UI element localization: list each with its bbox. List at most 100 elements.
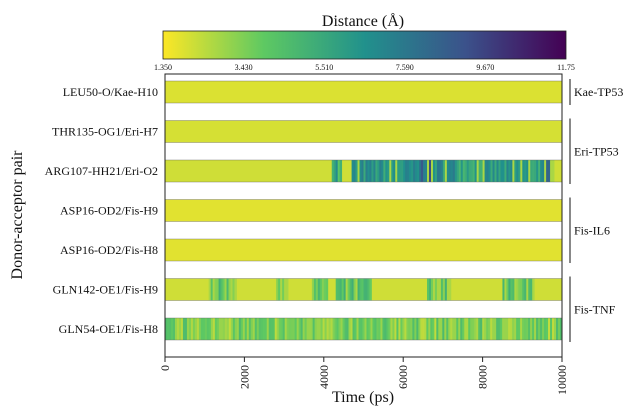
heatmap-cell	[377, 160, 380, 182]
heatmap-cell	[548, 160, 551, 182]
heatmap-cell	[208, 318, 212, 340]
heatmap-cell	[468, 318, 471, 340]
heatmap-cell	[484, 318, 487, 340]
heatmap-cell	[478, 318, 481, 340]
heatmap-cell	[210, 278, 214, 301]
heatmap-cell	[480, 318, 483, 340]
heatmap-cell	[429, 160, 432, 182]
heatmap-cell	[387, 160, 390, 182]
heatmap-cell	[530, 318, 533, 340]
heatmap-cell	[262, 318, 266, 340]
heatmap-cell	[415, 160, 418, 182]
heatmap-cell	[425, 160, 428, 182]
heatmap-cell	[490, 318, 493, 340]
heatmap-cell	[524, 278, 527, 301]
heatmap-cell	[542, 160, 545, 182]
heatmap-cell	[506, 160, 509, 182]
heatmap-cell	[302, 318, 306, 340]
heatmap-cell	[472, 160, 476, 182]
heatmap-cell	[359, 160, 362, 182]
heatmap-cell	[444, 278, 448, 301]
x-tick-label: 0	[158, 365, 172, 371]
heatmap-cell	[170, 318, 174, 340]
heatmap-cell	[330, 318, 333, 340]
y-axis-label: Donor-acceptor pair	[9, 150, 26, 280]
heatmap-row	[164, 278, 563, 301]
heatmap-cell	[427, 160, 430, 182]
heatmap-cell	[312, 318, 316, 340]
heatmap-cell	[333, 160, 337, 182]
heatmap-cell	[526, 160, 529, 182]
heatmap-cell	[460, 318, 463, 340]
heatmap-cell	[516, 278, 519, 301]
heatmap-cell	[278, 318, 282, 340]
colorbar	[162, 30, 567, 60]
heatmap-cell	[514, 318, 517, 340]
heatmap-cell	[246, 318, 250, 340]
heatmap-cell	[323, 278, 327, 301]
heatmap-cell	[286, 318, 290, 340]
heatmap-cell	[548, 318, 551, 340]
heatmap-cell	[365, 278, 368, 301]
heatmap-cell	[538, 318, 541, 340]
heatmap-cell	[310, 318, 314, 340]
heatmap-cell	[403, 160, 406, 182]
heatmap-cell	[367, 278, 370, 301]
heatmap-cell	[353, 278, 356, 301]
heatmap-cell	[432, 278, 436, 301]
heatmap-cell	[252, 318, 256, 340]
heatmap-cell	[496, 318, 499, 340]
heatmap-cell	[355, 160, 358, 182]
heatmap-cell	[526, 278, 529, 301]
heatmap-cell	[414, 318, 417, 340]
heatmap-cell	[406, 318, 409, 340]
heatmap-cell	[438, 160, 442, 182]
heatmap-cell	[230, 318, 234, 340]
heatmap-cell	[397, 160, 400, 182]
heatmap-cell	[554, 318, 557, 340]
heatmap-cell	[358, 318, 361, 340]
heatmap-cell	[382, 318, 385, 340]
heatmap-cell	[396, 318, 399, 340]
heatmap-cell	[504, 160, 507, 182]
x-tick-label: 2000	[237, 365, 251, 389]
heatmap-cell	[518, 278, 521, 301]
heatmap-cell	[238, 318, 242, 340]
heatmap-cell	[496, 160, 499, 182]
heatmap-cell	[482, 160, 485, 182]
heatmap-cell	[366, 318, 369, 340]
heatmap-cell	[438, 318, 441, 340]
heatmap-cell	[228, 318, 232, 340]
heatmap-cell	[450, 318, 453, 340]
heatmap-cell	[426, 318, 429, 340]
heatmap-cell	[506, 318, 509, 340]
heatmap-cell	[208, 278, 212, 301]
x-tick-label: 6000	[396, 365, 410, 389]
heatmap-cell	[421, 160, 424, 182]
heatmap-cell	[440, 160, 444, 182]
heatmap-cell	[351, 160, 354, 182]
x-tick-label: 4000	[317, 365, 331, 389]
heatmap-cell	[558, 318, 561, 340]
heatmap-cell	[550, 160, 553, 182]
heatmap-cell	[359, 278, 362, 301]
heatmap-row	[164, 120, 563, 143]
heatmap-cell	[172, 318, 176, 340]
heatmap-cell	[374, 318, 377, 340]
heatmap-cell	[452, 160, 456, 182]
heatmap-cell	[380, 318, 383, 340]
heatmap-cell	[427, 278, 430, 301]
heatmap-cell	[224, 278, 227, 301]
heatmap-cell	[450, 160, 454, 182]
heatmap-cell	[340, 318, 343, 340]
colorbar-title: Distance (Å)	[322, 12, 404, 30]
heatmap-row	[164, 80, 563, 104]
heatmap-row-baseline	[165, 199, 562, 222]
heatmap-cell	[429, 278, 432, 301]
heatmap-cell	[325, 278, 329, 301]
row-label: ARG107-HH21/Eri-O2	[45, 164, 158, 178]
heatmap-cell	[350, 318, 353, 340]
heatmap-cell	[212, 278, 216, 301]
heatmap-cell	[490, 160, 493, 182]
x-tick-label: 10000	[555, 365, 569, 395]
